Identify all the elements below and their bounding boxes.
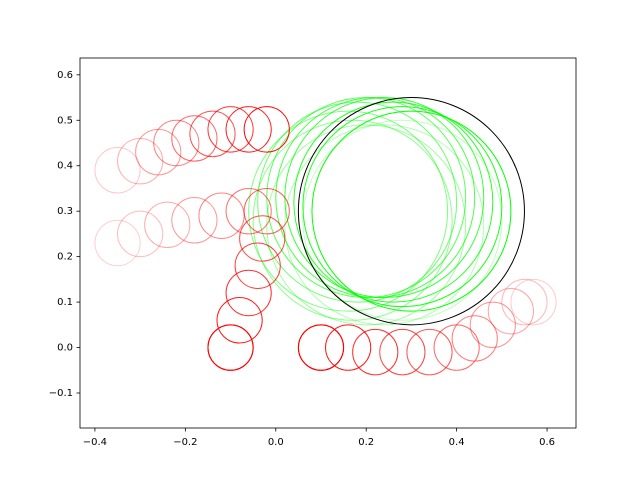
trail-circle [257,101,458,303]
trail-circle [302,119,503,321]
y-tick-label: 0.1 [57,297,73,308]
x-tick-label: −0.4 [83,437,107,448]
y-tick-label: 0.6 [57,70,73,81]
trail-circle [311,110,512,312]
y-tick-label: 0.4 [57,161,73,172]
trail-circle [293,101,494,303]
trail-circle [207,106,254,153]
trail-circle [487,287,534,335]
trail-circle [144,201,191,249]
trail-circle [225,269,272,317]
circle [297,97,525,326]
trail-circle [379,328,426,376]
trail-circle [243,187,290,235]
trail-circle [469,301,516,349]
x-tick-label: 0.2 [358,437,374,448]
trail-circle [433,324,480,371]
trail-circle [94,147,141,194]
trail-circle [198,192,245,239]
trail-circle [216,297,263,344]
trail-circle [171,115,218,162]
x-tick-label: 0.0 [268,437,284,448]
trail-circle [501,278,548,326]
x-tick-label: 0.6 [539,437,555,448]
trail-circle [225,106,272,153]
x-tick-label: −0.2 [173,437,197,448]
trail-circle [510,278,557,326]
trail-circle [243,106,290,153]
trail-circle [153,119,200,167]
trail-circle [311,110,512,312]
y-tick-label: 0.3 [57,206,73,217]
y-tick-label: 0.2 [57,252,73,263]
trail-circle [189,110,236,158]
trail-circle [94,219,141,267]
circle [207,324,254,371]
y-tick-label: −0.1 [49,388,73,399]
trail-circle [117,210,164,258]
trail-circle [225,187,272,235]
trail-circle [252,119,453,321]
y-tick-label: 0.5 [57,115,73,126]
trail-circle [117,137,164,185]
axes-frame [79,57,577,429]
trail-circle [325,324,372,371]
x-tick-label: 0.4 [449,437,465,448]
trail-circle [248,110,449,312]
plot-area [94,97,557,376]
trail-circle [239,215,286,262]
trail-circle [302,106,503,308]
circle [297,324,345,371]
trail-circle [171,197,218,244]
trail-circle [234,242,281,289]
y-tick-label: 0.0 [57,343,73,354]
trail-circle [352,328,399,376]
trail-circle [451,315,498,362]
trail-circle [135,128,182,176]
trail-circle [406,328,453,376]
